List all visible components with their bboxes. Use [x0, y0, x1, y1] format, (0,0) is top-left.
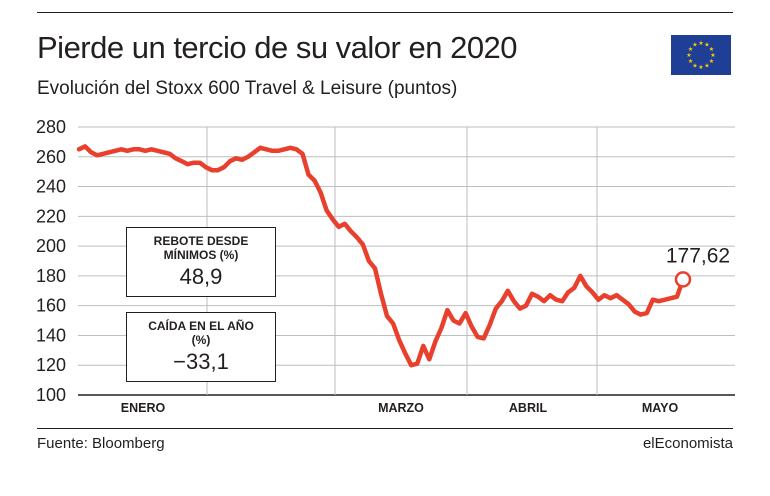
- last-value-marker: [674, 271, 692, 288]
- star-icon: ★: [692, 42, 697, 49]
- star-icon: ★: [686, 52, 691, 59]
- rebote-label: REBOTE DESDE MÍNIMOS (%): [153, 234, 249, 262]
- footer-rule: [37, 428, 733, 429]
- month-label: ENERO: [121, 401, 166, 415]
- y-tick-label: 120: [36, 355, 66, 375]
- star-icon: ★: [688, 46, 693, 53]
- last-value-label: 177,62: [666, 244, 730, 267]
- caida-box: CAÍDA EN EL AÑO (%) −33,1: [126, 312, 276, 382]
- y-axis-ticks: 280 260 240 220 200 180 160 140 120 100: [36, 117, 66, 405]
- month-label: MAYO: [642, 401, 679, 415]
- rebote-box: REBOTE DESDE MÍNIMOS (%) 48,9: [126, 227, 276, 297]
- top-rule: [37, 12, 733, 13]
- star-icon: ★: [709, 58, 714, 65]
- x-axis-months: ENERO MARZO ABRIL MAYO: [121, 401, 679, 415]
- source-label: Fuente: Bloomberg: [37, 435, 165, 452]
- star-icon: ★: [698, 64, 703, 71]
- y-tick-label: 140: [36, 325, 66, 345]
- y-tick-label: 260: [36, 147, 66, 167]
- caida-label: CAÍDA EN EL AÑO (%): [148, 319, 254, 347]
- star-icon: ★: [710, 52, 715, 59]
- rebote-value: 48,9: [179, 264, 223, 289]
- y-tick-label: 180: [36, 266, 66, 286]
- star-icon: ★: [688, 58, 693, 65]
- brand-label: elEconomista: [642, 435, 733, 452]
- chart-title: Pierde un tercio de su valor en 2020: [37, 30, 518, 65]
- y-tick-label: 100: [36, 385, 66, 405]
- star-icon: ★: [698, 40, 703, 47]
- y-tick-label: 280: [36, 117, 66, 137]
- series-line-stoxx600-travel-leisure: [76, 144, 686, 368]
- chart-grid: [78, 126, 735, 396]
- star-icon: ★: [709, 46, 714, 53]
- chart-subtitle: Evolución del Stoxx 600 Travel & Leisure…: [37, 78, 458, 99]
- month-label: MARZO: [378, 401, 424, 415]
- y-tick-label: 240: [36, 177, 66, 197]
- star-icon: ★: [704, 42, 709, 49]
- eu-flag-icon: ★★★★★★★★★ ★ ★★: [671, 35, 731, 75]
- month-label: ABRIL: [509, 401, 548, 415]
- y-tick-label: 200: [36, 236, 66, 256]
- star-icon: ★: [692, 62, 697, 69]
- star-icon: ★: [704, 62, 709, 69]
- y-tick-label: 220: [36, 206, 66, 226]
- caida-value: −33,1: [173, 349, 229, 374]
- y-tick-label: 160: [36, 296, 66, 316]
